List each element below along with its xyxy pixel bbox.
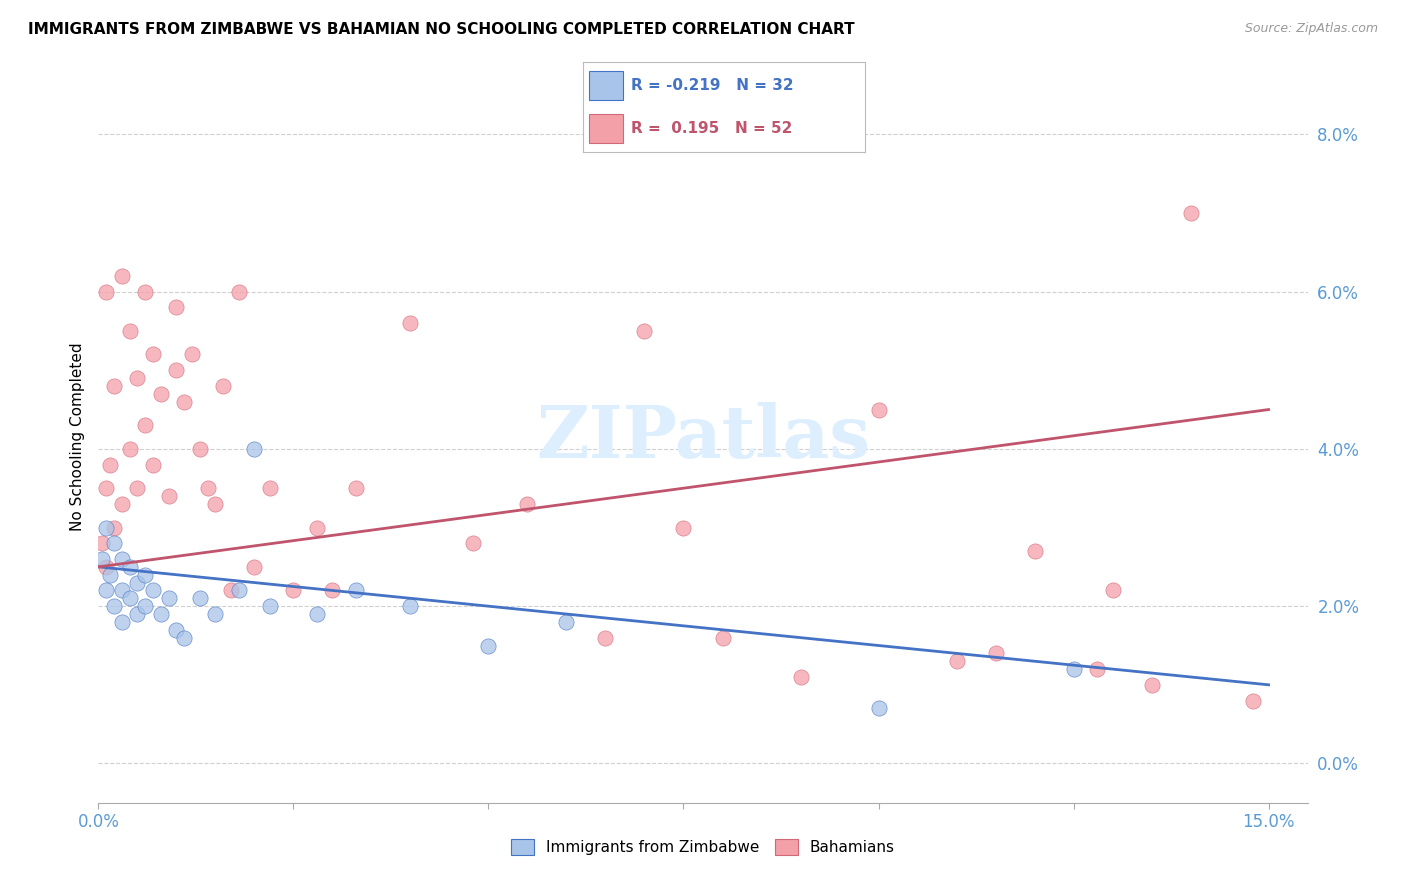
Point (1241, 693, 1264, 707)
Point (127, 481, 149, 495)
Point (134, 418, 156, 433)
Point (111, 497, 134, 511)
Point (96, 559, 118, 574)
Point (103, 536, 125, 550)
Point (1063, 662, 1085, 676)
Point (165, 363, 187, 377)
Point (1024, 544, 1046, 558)
Point (399, 316, 422, 330)
Point (118, 442, 141, 456)
Point (111, 583, 134, 598)
Point (165, 623, 187, 637)
Point (516, 497, 538, 511)
Point (127, 607, 149, 621)
Text: IMMIGRANTS FROM ZIMBABWE VS BAHAMIAN NO SCHOOLING COMPLETED CORRELATION CHART: IMMIGRANTS FROM ZIMBABWE VS BAHAMIAN NO … (28, 22, 855, 37)
Point (984, 646, 1007, 660)
Point (134, 599, 156, 614)
Point (142, 347, 165, 361)
Point (157, 591, 180, 606)
Point (127, 575, 149, 590)
Point (142, 583, 165, 598)
Point (157, 489, 180, 503)
Point (259, 481, 281, 495)
Point (595, 631, 617, 645)
Point (711, 631, 734, 645)
Point (243, 442, 266, 456)
Y-axis label: No Schooling Completed: No Schooling Completed (69, 343, 84, 532)
Point (461, 536, 484, 550)
Point (197, 481, 219, 495)
Point (98, 458, 121, 472)
Point (118, 591, 141, 606)
Point (111, 268, 134, 283)
Point (91, 536, 114, 550)
Bar (589, 71, 623, 100)
Point (173, 394, 195, 409)
Point (555, 615, 578, 629)
Point (243, 559, 266, 574)
Point (96, 583, 118, 598)
Point (103, 520, 125, 534)
Point (344, 481, 367, 495)
Point (219, 583, 242, 598)
Point (228, 285, 250, 299)
Point (283, 583, 305, 598)
Text: R =  0.195   N = 52: R = 0.195 N = 52 (631, 121, 793, 136)
Point (789, 670, 811, 684)
Point (305, 520, 328, 534)
Point (1101, 583, 1123, 598)
Point (228, 583, 250, 598)
Point (399, 599, 422, 614)
Point (868, 701, 890, 715)
Point (118, 559, 141, 574)
Point (321, 583, 343, 598)
Point (111, 615, 134, 629)
Point (633, 324, 655, 338)
Point (91, 552, 114, 566)
Point (134, 285, 156, 299)
Point (945, 654, 967, 668)
Point (212, 379, 235, 393)
Point (134, 567, 156, 582)
Point (173, 631, 195, 645)
Point (149, 387, 172, 401)
Point (188, 591, 211, 606)
Point (149, 607, 172, 621)
Point (111, 552, 134, 566)
Point (344, 583, 367, 598)
Point (96, 520, 118, 534)
Point (868, 402, 890, 417)
Point (96, 285, 118, 299)
Point (204, 607, 226, 621)
Point (96, 481, 118, 495)
Point (259, 599, 281, 614)
Point (98, 567, 121, 582)
Point (103, 379, 125, 393)
Text: ZIPatlas: ZIPatlas (536, 401, 870, 473)
Legend: Immigrants from Zimbabwe, Bahamians: Immigrants from Zimbabwe, Bahamians (505, 833, 901, 861)
Point (165, 301, 187, 315)
Point (1140, 678, 1163, 692)
Point (127, 371, 149, 385)
Point (103, 599, 125, 614)
Point (118, 324, 141, 338)
Text: Source: ZipAtlas.com: Source: ZipAtlas.com (1244, 22, 1378, 36)
Point (672, 520, 695, 534)
Point (188, 442, 211, 456)
Point (305, 607, 328, 621)
Point (1085, 662, 1108, 676)
Text: R = -0.219   N = 32: R = -0.219 N = 32 (631, 78, 794, 93)
Point (477, 639, 499, 653)
Bar (589, 114, 623, 143)
Point (204, 497, 226, 511)
Point (181, 347, 204, 361)
Point (142, 458, 165, 472)
Point (1180, 206, 1202, 220)
